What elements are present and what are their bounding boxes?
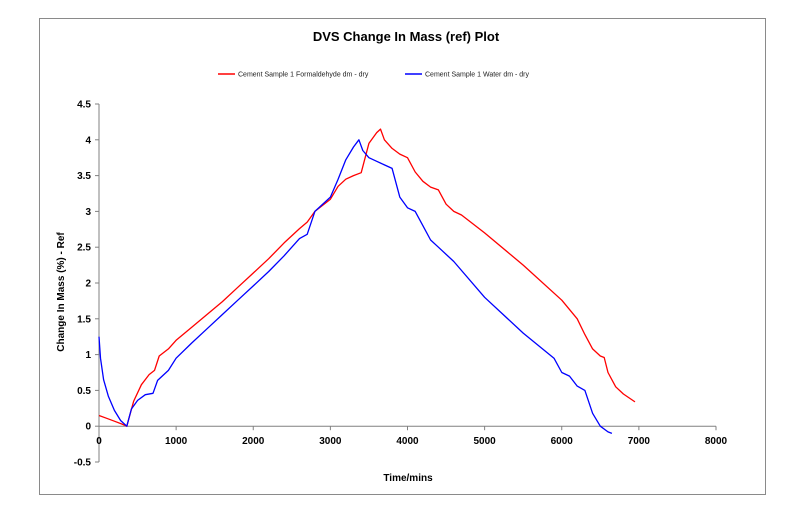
legend-label: Cement Sample 1 Water dm - dry: [425, 72, 529, 79]
chart-frame: [39, 18, 766, 495]
series-line-formaldehyde: [98, 128, 636, 427]
x-tick-label: 6000: [551, 436, 574, 447]
y-tick-label: 0: [85, 422, 91, 433]
y-tick-label: 1.5: [77, 314, 91, 325]
y-tick-label: -0.5: [74, 458, 92, 469]
x-axis-label: Time/mins: [383, 473, 433, 484]
legend-label: Cement Sample 1 Formaldehyde dm - dry: [238, 72, 369, 79]
y-tick-label: 4.5: [77, 100, 91, 111]
x-tick-label: 0: [96, 436, 102, 447]
series-line-water: [98, 139, 613, 435]
y-tick-label: 3: [85, 207, 91, 218]
y-axis-label: Change In Mass (%) - Ref: [56, 232, 67, 352]
chart-title: DVS Change In Mass (ref) Plot: [313, 29, 500, 44]
x-tick-label: 8000: [705, 436, 728, 447]
axes: 4.5 4 3.5 3 2.5 2 1.5 1 0.5 0 -0.5 0 1000 2000 3000 400…: [74, 100, 728, 469]
y-tick-label: 2.5: [77, 243, 91, 254]
x-tick-label: 2000: [242, 436, 265, 447]
y-tick-label: 0.5: [77, 386, 91, 397]
x-tick-label: 1000: [165, 436, 188, 447]
x-tick-label: 3000: [319, 436, 342, 447]
y-tick-label: 3.5: [77, 171, 91, 182]
x-tick-label: 5000: [474, 436, 497, 447]
x-tick-label: 4000: [396, 436, 419, 447]
series-layer: [98, 128, 636, 435]
y-tick-label: 2: [85, 279, 91, 290]
legend: Cement Sample 1 Formaldehyde dm - dry Cem…: [218, 72, 529, 79]
x-tick-label: 7000: [628, 436, 651, 447]
y-tick-label: 1: [85, 350, 91, 361]
y-tick-label: 4: [85, 135, 91, 146]
